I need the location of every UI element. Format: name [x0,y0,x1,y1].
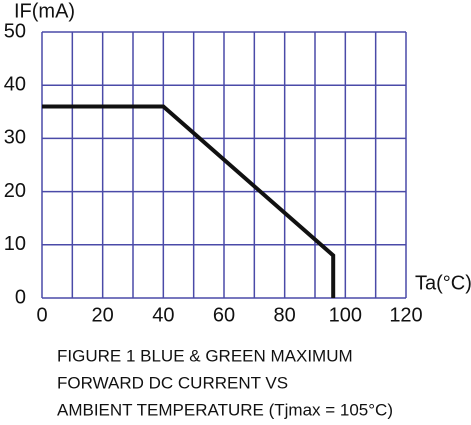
x-tick-label: 20 [92,304,114,326]
data-line [42,104,336,298]
y-tick-label: 30 [4,127,26,149]
y-tick-label: 0 [15,286,26,308]
x-tick-label: 40 [152,304,174,326]
y-tick-label: 40 [4,73,26,95]
x-tick-label: 120 [389,304,422,326]
x-tick-label: 80 [274,304,296,326]
y-axis-label: IF(mA) [14,0,75,22]
y-tick-label: 50 [4,20,26,42]
y-tick-label: 10 [4,233,26,255]
caption-line: FIGURE 1 BLUE & GREEN MAXIMUM [57,346,353,365]
x-tick-label: 0 [36,304,47,326]
x-tick-label: 100 [329,304,362,326]
x-axis-label: Ta(°C) [415,272,471,294]
caption-line: FORWARD DC CURRENT VS [57,373,288,392]
x-tick-label: 60 [213,304,235,326]
caption-line: AMBIENT TEMPERATURE (Tjmax = 105°C) [57,400,393,419]
y-tick-label: 20 [4,180,26,202]
